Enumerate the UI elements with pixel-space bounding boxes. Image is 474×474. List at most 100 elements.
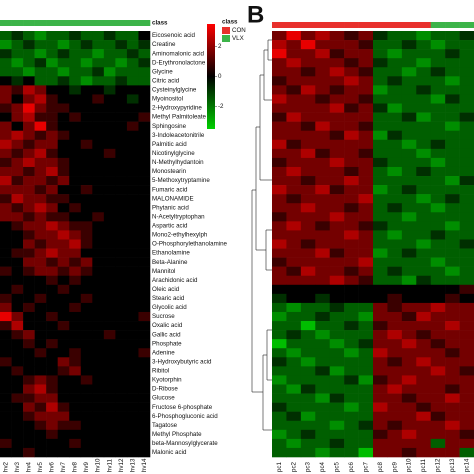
cell bbox=[315, 212, 331, 222]
cell bbox=[57, 76, 70, 86]
cell bbox=[138, 330, 151, 340]
cell bbox=[126, 212, 139, 222]
cell bbox=[126, 348, 139, 358]
cell bbox=[373, 212, 388, 222]
cell bbox=[416, 366, 432, 376]
cell bbox=[344, 402, 359, 412]
cell bbox=[286, 112, 302, 122]
cell bbox=[138, 194, 151, 204]
cell bbox=[300, 130, 316, 141]
cell bbox=[387, 438, 403, 449]
cell bbox=[69, 257, 82, 267]
cell bbox=[115, 212, 128, 222]
cell bbox=[344, 185, 359, 195]
cell bbox=[92, 248, 105, 258]
cell bbox=[373, 85, 388, 95]
cell bbox=[138, 185, 151, 195]
cell bbox=[126, 411, 139, 422]
cell bbox=[46, 266, 58, 277]
cell bbox=[115, 130, 128, 141]
cell bbox=[0, 420, 12, 431]
row-label: Monostearin bbox=[152, 168, 187, 175]
class-bar bbox=[69, 20, 82, 26]
cell bbox=[69, 49, 82, 59]
cell bbox=[23, 447, 35, 458]
cell bbox=[300, 302, 316, 313]
cell bbox=[34, 121, 47, 132]
cell bbox=[126, 76, 139, 86]
cell bbox=[387, 321, 403, 331]
cell bbox=[115, 339, 128, 349]
cell bbox=[0, 447, 12, 458]
cell bbox=[11, 221, 24, 231]
cell bbox=[69, 112, 82, 122]
cell bbox=[373, 321, 388, 331]
cell bbox=[315, 40, 331, 50]
cell bbox=[0, 130, 12, 141]
cell bbox=[315, 366, 331, 376]
cell bbox=[445, 402, 460, 412]
cell bbox=[445, 447, 460, 458]
cell bbox=[445, 103, 460, 113]
cell bbox=[387, 203, 403, 213]
cell bbox=[416, 157, 432, 168]
cell bbox=[459, 185, 474, 195]
cell bbox=[300, 348, 316, 358]
cell bbox=[401, 139, 417, 150]
cell bbox=[57, 148, 70, 159]
cell bbox=[46, 284, 58, 295]
cell bbox=[387, 275, 403, 286]
cell bbox=[57, 40, 70, 50]
cell bbox=[126, 366, 139, 376]
cell bbox=[126, 402, 139, 412]
cell bbox=[0, 67, 12, 77]
cell bbox=[138, 384, 151, 394]
cell bbox=[11, 31, 24, 41]
cell bbox=[80, 185, 93, 195]
cell bbox=[103, 67, 116, 77]
cell bbox=[57, 230, 70, 240]
legend-label: CON bbox=[232, 27, 246, 34]
cell bbox=[358, 275, 374, 286]
cell bbox=[387, 420, 403, 431]
cell bbox=[69, 284, 82, 295]
cell bbox=[11, 103, 24, 113]
cell bbox=[416, 321, 432, 331]
cell bbox=[445, 393, 460, 403]
cell bbox=[416, 248, 432, 258]
cell bbox=[459, 121, 474, 132]
cell bbox=[329, 284, 345, 295]
cell bbox=[445, 384, 460, 394]
class-bar bbox=[344, 22, 359, 28]
cell bbox=[387, 148, 403, 159]
cell bbox=[23, 330, 35, 340]
cell bbox=[126, 103, 139, 113]
cell bbox=[103, 112, 116, 122]
cell bbox=[416, 112, 432, 122]
cell bbox=[373, 257, 388, 267]
cell bbox=[126, 302, 139, 313]
cell bbox=[358, 384, 374, 394]
cell bbox=[138, 248, 151, 258]
cell bbox=[34, 103, 47, 113]
cell bbox=[92, 76, 105, 86]
cell bbox=[34, 275, 47, 286]
cell bbox=[329, 194, 345, 204]
cell bbox=[23, 438, 35, 449]
cell bbox=[0, 302, 12, 313]
cell bbox=[445, 85, 460, 95]
cell bbox=[103, 284, 116, 295]
cell bbox=[272, 411, 287, 422]
cell bbox=[272, 375, 287, 385]
cell bbox=[358, 203, 374, 213]
cell bbox=[358, 185, 374, 195]
cell bbox=[92, 157, 105, 168]
cell bbox=[416, 239, 432, 249]
class-bar bbox=[103, 20, 116, 26]
cell bbox=[387, 447, 403, 458]
cell bbox=[46, 275, 58, 286]
cell bbox=[416, 67, 432, 77]
cell bbox=[103, 266, 116, 277]
cell bbox=[57, 429, 70, 440]
row-label: Phytanic acid bbox=[152, 204, 189, 211]
